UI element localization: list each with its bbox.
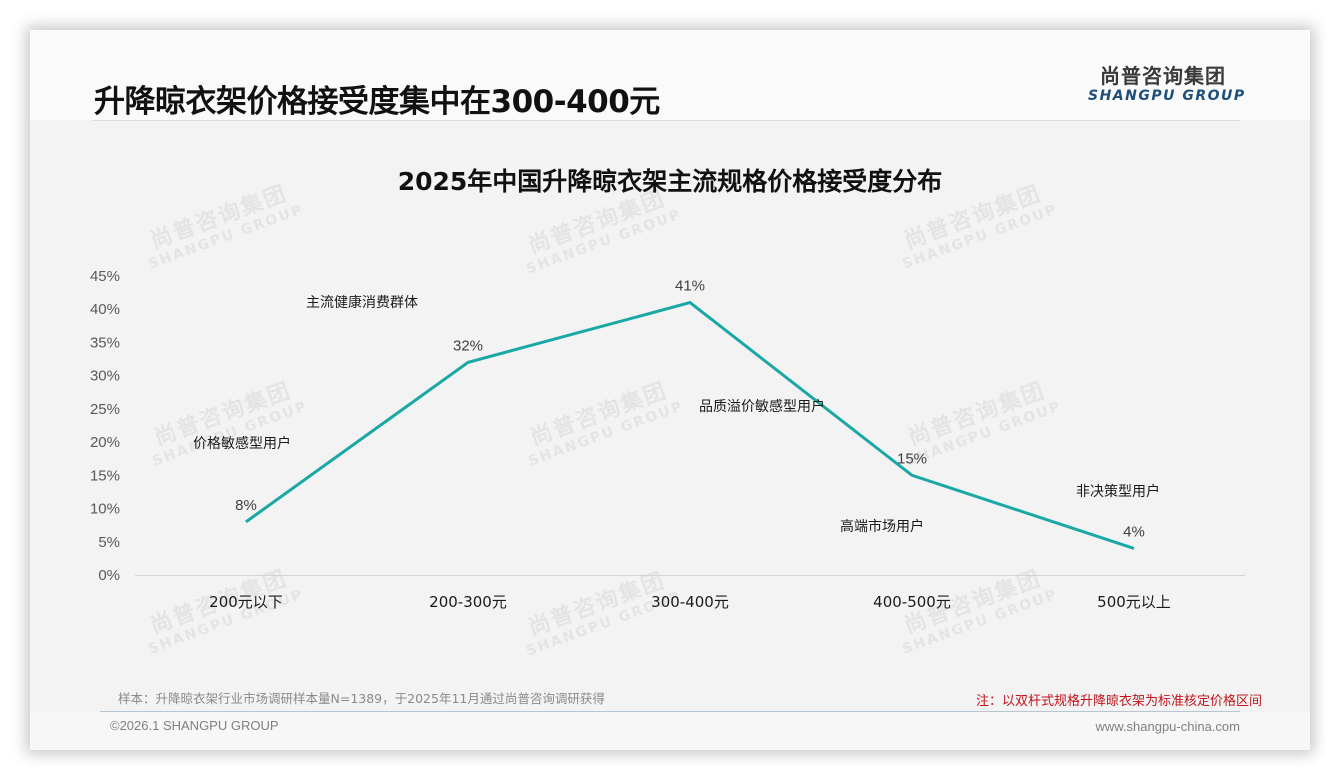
sample-note: 样本：升降晾衣架行业市场调研样本量N=1389，于2025年11月通过尚普咨询调… bbox=[118, 691, 605, 706]
logo-en-text: SHANGPU GROUP bbox=[1088, 88, 1246, 104]
y-tick-label: 10% bbox=[90, 501, 120, 518]
y-tick-label: 20% bbox=[90, 434, 120, 451]
y-tick-label: 0% bbox=[98, 567, 120, 584]
copyright-text: ©2026.1 SHANGPU GROUP bbox=[110, 718, 279, 733]
x-tick-label: 400-500元 bbox=[873, 593, 951, 611]
data-label: 32% bbox=[453, 337, 483, 354]
y-axis: 0% 5% 10% 15% 20% 25% 30% 35% 40% 45% bbox=[90, 268, 120, 584]
company-logo: 尚普咨询集团 SHANGPU GROUP bbox=[1088, 64, 1246, 104]
x-tick-label: 200元以下 bbox=[209, 593, 283, 611]
x-tick-label: 300-400元 bbox=[651, 593, 729, 611]
y-tick-label: 15% bbox=[90, 467, 120, 484]
footer-divider bbox=[100, 711, 1240, 712]
segment-annotation: 高端市场用户 bbox=[840, 518, 924, 535]
y-tick-label: 35% bbox=[90, 334, 120, 351]
y-tick-label: 30% bbox=[90, 368, 120, 385]
y-tick-label: 25% bbox=[90, 401, 120, 418]
slide-card: 升降晾衣架价格接受度集中在300-400元 尚普咨询集团 SHANGPU GRO… bbox=[30, 30, 1310, 750]
segment-annotation: 非决策型用户 bbox=[1076, 483, 1160, 500]
y-tick-label: 40% bbox=[90, 301, 120, 318]
y-tick-label: 5% bbox=[98, 534, 120, 551]
line-chart: 0% 5% 10% 15% 20% 25% 30% 35% 40% 45% 200元以下 200-3… bbox=[90, 268, 1245, 611]
footer-band bbox=[30, 712, 1310, 750]
x-axis: 200元以下 200-300元 300-400元 400-500元 500元以上 bbox=[209, 593, 1171, 611]
page-title: 升降晾衣架价格接受度集中在300-400元 bbox=[94, 84, 660, 120]
chart-title: 2025年中国升降晾衣架主流规格价格接受度分布 bbox=[397, 167, 943, 196]
data-label: 8% bbox=[235, 497, 257, 514]
x-tick-label: 500元以上 bbox=[1097, 593, 1171, 611]
header-divider bbox=[92, 120, 1240, 121]
x-tick-label: 200-300元 bbox=[429, 593, 507, 611]
data-label: 15% bbox=[897, 450, 927, 467]
logo-cn-text: 尚普咨询集团 bbox=[1100, 64, 1226, 88]
segment-annotation: 价格敏感型用户 bbox=[193, 435, 291, 452]
segment-annotation: 品质溢价敏感型用户 bbox=[699, 398, 825, 415]
header-band bbox=[30, 30, 1310, 120]
remark-note: 注：以双杆式规格升降晾衣架为标准核定价格区间 bbox=[975, 694, 1262, 709]
y-tick-label: 45% bbox=[90, 268, 120, 285]
data-labels: 8% 32% 41% 15% 4% bbox=[235, 278, 1145, 541]
data-label: 4% bbox=[1123, 523, 1145, 540]
website-text: www.shangpu-china.com bbox=[1095, 719, 1240, 734]
data-label: 41% bbox=[675, 278, 705, 295]
series-line bbox=[245, 300, 1135, 550]
segment-annotation: 主流健康消费群体 bbox=[306, 294, 418, 311]
